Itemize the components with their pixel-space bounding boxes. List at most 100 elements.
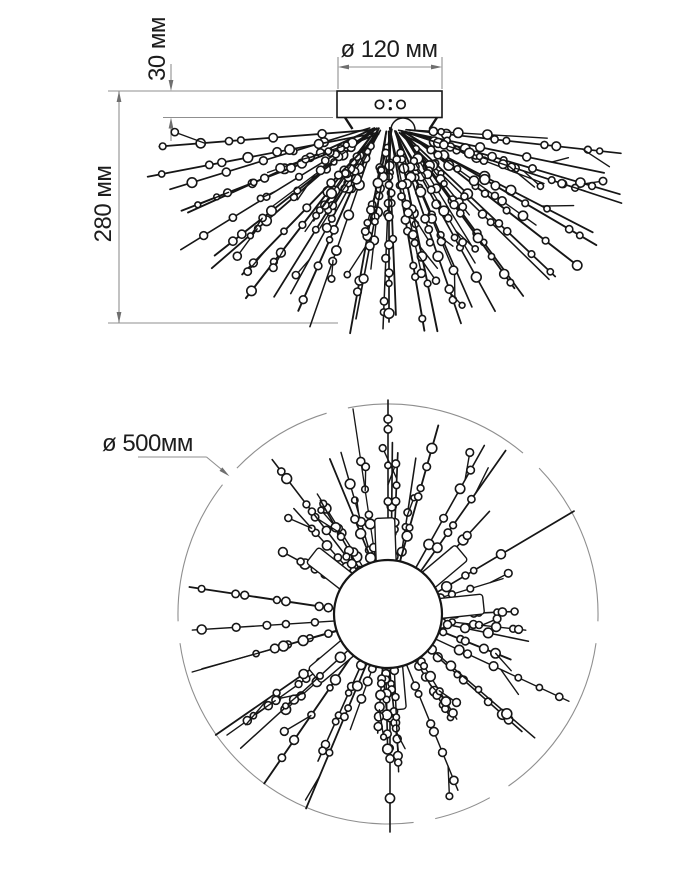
arrowhead-up-icon [168,117,174,129]
bead [517,210,529,222]
bead [377,166,386,175]
bead [488,660,499,672]
side-dimensions: ø 120 мм 30 мм 280 мм [90,17,443,324]
bead [564,224,574,234]
ray-line [500,668,520,696]
bead [420,213,430,224]
bead [443,528,453,538]
screw-dot-icon [388,99,392,103]
bead [236,136,245,145]
bead [490,134,499,144]
bead [383,307,395,320]
bead [342,141,350,149]
bead [331,717,340,726]
bead [384,239,394,250]
bead [272,146,283,157]
bead [384,212,394,222]
ray-line [174,131,205,144]
bead [514,673,523,682]
ray-line [305,648,374,810]
bead [258,156,269,166]
bead [344,478,356,490]
bead [424,670,437,683]
bead [527,250,536,259]
bead [296,557,305,566]
bead [373,711,385,722]
bead [346,558,357,569]
bead [298,668,309,680]
bead [462,649,473,659]
bead [344,689,353,697]
bead [277,546,289,558]
bead [462,530,472,541]
bead [479,173,491,186]
bead [307,507,317,516]
bead [470,271,482,283]
bead [422,462,432,472]
ray-line [346,245,367,276]
bead [443,213,453,223]
bead [419,661,429,671]
ray-line [394,130,456,276]
bead [428,726,440,737]
bead [448,265,459,276]
bead [459,622,471,634]
bead [381,743,394,755]
bead [294,679,303,689]
bead [343,209,355,221]
bead [275,162,286,174]
bead [466,584,475,593]
bead [418,314,427,323]
bead [438,205,450,217]
bead [364,240,375,251]
bead [454,483,466,495]
bead [391,692,400,702]
bead [416,268,427,279]
canopy-dome-arc [390,117,416,131]
bead [370,217,379,226]
canopy-leg [428,116,439,130]
bead [277,753,287,763]
ray-line [298,155,316,161]
ray-line [495,652,512,672]
plan-center-hub [332,558,444,670]
bead [536,182,545,191]
ray-line [398,132,550,281]
bead [405,523,414,532]
bead [268,263,278,273]
bead [227,236,238,247]
ray-line [146,132,376,178]
bead [283,513,293,523]
height-label: 280 мм [90,166,117,243]
bead [448,521,458,530]
ray-line [355,497,360,515]
bead [453,164,462,173]
bead [490,191,500,201]
bead [492,614,502,624]
bead [272,688,281,697]
bead [281,702,290,710]
dimension-circle-arc [508,643,597,787]
ray-line [411,449,507,585]
dimension-circle-arc [347,403,524,454]
bead [433,150,443,160]
bead [452,127,464,139]
bead [350,514,360,524]
bead [277,640,290,652]
bead [217,157,227,168]
bead [468,175,480,187]
arrowhead-right-icon [431,64,442,70]
bead [426,719,436,729]
bead [361,462,371,472]
bead [360,227,370,237]
bead [321,525,332,536]
bead [502,206,511,215]
bead [326,683,334,692]
plan-dim-circle [177,403,599,825]
bead [334,651,347,664]
bead [281,619,291,629]
bead [450,233,459,242]
bead [317,506,325,515]
bead [383,496,393,507]
